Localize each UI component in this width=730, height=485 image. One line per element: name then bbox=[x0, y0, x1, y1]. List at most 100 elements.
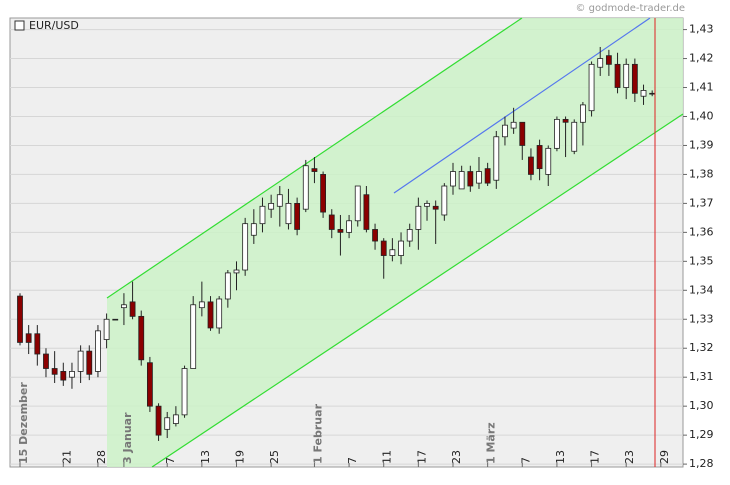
candle-body bbox=[328, 214, 335, 230]
candle-body bbox=[502, 124, 508, 138]
candle-body bbox=[346, 220, 352, 233]
x-tick-label: 13 bbox=[554, 450, 567, 464]
y-tick-label: 1,41 bbox=[689, 81, 714, 94]
candle-body bbox=[121, 304, 127, 309]
y-tick-label: 1,36 bbox=[689, 225, 714, 238]
y-tick-label: 1,33 bbox=[689, 312, 714, 325]
candle-body bbox=[562, 118, 569, 123]
candle-body bbox=[424, 202, 430, 207]
x-tick-label: 21 bbox=[60, 450, 73, 464]
candle-body bbox=[276, 194, 283, 207]
candle-body bbox=[398, 240, 404, 256]
candle-body bbox=[34, 333, 41, 355]
y-tick-label: 1,30 bbox=[689, 399, 714, 412]
candle-body bbox=[406, 229, 413, 242]
candle-body bbox=[259, 205, 266, 225]
candle-body bbox=[198, 301, 205, 309]
x-tick-label: 23 bbox=[450, 450, 463, 464]
candle-body bbox=[363, 194, 370, 230]
y-tick-label: 1,40 bbox=[689, 109, 714, 122]
x-tick-label: 13 bbox=[199, 450, 212, 464]
x-tick-label: 7 bbox=[346, 457, 359, 464]
y-tick-label: 1,42 bbox=[689, 52, 714, 65]
candle-body bbox=[95, 330, 101, 372]
candle-body bbox=[337, 229, 344, 233]
x-tick-label: 28 bbox=[95, 450, 108, 464]
x-tick-label: 15 Dezember bbox=[17, 382, 30, 464]
candle-body bbox=[389, 249, 396, 256]
candle-body bbox=[294, 202, 301, 230]
x-tick-label: 17 bbox=[589, 450, 602, 464]
candle-body bbox=[484, 168, 491, 184]
axis: 1,28 1,29 1,30 1,31 1,32 1,33 1,34 1,35 1,36 1,37… bbox=[17, 23, 714, 471]
trend-line bbox=[393, 17, 651, 194]
channel-lower bbox=[151, 113, 684, 468]
y-tick-label: 1,31 bbox=[689, 370, 714, 383]
candle-body bbox=[649, 92, 656, 95]
candle-body bbox=[164, 417, 171, 430]
candle-body bbox=[554, 118, 560, 149]
candle-body bbox=[415, 205, 422, 230]
x-tick-label: 25 bbox=[268, 450, 281, 464]
candle-body bbox=[571, 121, 578, 152]
x-tick-label: 11 bbox=[381, 450, 394, 464]
candle-body bbox=[536, 145, 543, 170]
y-tick-label: 1,28 bbox=[689, 457, 714, 470]
candle-body bbox=[224, 272, 231, 300]
candle-body bbox=[441, 185, 448, 216]
candle-body bbox=[69, 371, 75, 378]
candle-body bbox=[311, 168, 318, 172]
x-tick-label: 1 Februar bbox=[311, 403, 324, 464]
candle-body bbox=[354, 185, 361, 222]
candle-body bbox=[51, 368, 58, 375]
candle-body bbox=[614, 63, 621, 88]
candle-body bbox=[623, 63, 630, 88]
candle-body bbox=[588, 63, 595, 112]
x-tick-label: 3 Januar bbox=[121, 412, 134, 464]
candle-body bbox=[545, 147, 552, 175]
candle-body bbox=[250, 223, 257, 236]
candles bbox=[17, 46, 656, 441]
y-tick-label: 1,34 bbox=[689, 283, 714, 296]
candle-body bbox=[432, 205, 439, 210]
y-tick-label: 1,37 bbox=[689, 196, 714, 209]
chart-title: EUR/USD bbox=[29, 19, 79, 32]
candle-body bbox=[25, 333, 32, 343]
source: © godmode-trader.de bbox=[576, 3, 686, 14]
y-tick-label: 1,29 bbox=[689, 428, 714, 441]
candle-body bbox=[86, 350, 93, 375]
candle-body bbox=[372, 229, 378, 242]
candle-body bbox=[172, 414, 179, 424]
candle-body bbox=[476, 171, 482, 184]
candle-body bbox=[233, 269, 240, 274]
candle-body bbox=[640, 90, 647, 97]
candle-body bbox=[528, 156, 534, 175]
x-tick-label: 1 März bbox=[485, 422, 498, 464]
candle-body bbox=[129, 301, 136, 317]
candle-body bbox=[450, 171, 456, 187]
candle-body bbox=[77, 350, 84, 372]
candle-body bbox=[60, 371, 67, 381]
x-tick-label: 7 bbox=[519, 457, 532, 464]
candle-body bbox=[103, 318, 110, 340]
candle-body bbox=[302, 165, 309, 210]
candle-body bbox=[181, 368, 188, 416]
candle-body bbox=[190, 304, 197, 369]
candle-body bbox=[285, 202, 292, 225]
candle-body bbox=[580, 104, 586, 123]
y-tick-label: 1,39 bbox=[689, 138, 714, 151]
candle-body bbox=[510, 121, 517, 129]
candle-body bbox=[467, 171, 474, 187]
candle-body bbox=[320, 174, 327, 213]
candle-body bbox=[493, 136, 500, 181]
candle-body bbox=[155, 405, 162, 436]
candle-body bbox=[458, 171, 465, 190]
legend-box bbox=[14, 20, 25, 31]
x-tick-label: 17 bbox=[415, 450, 428, 464]
y-tick-label: 1,38 bbox=[689, 167, 714, 180]
candle-body bbox=[112, 318, 119, 321]
candle-body bbox=[138, 315, 145, 361]
candle-body bbox=[268, 202, 275, 210]
